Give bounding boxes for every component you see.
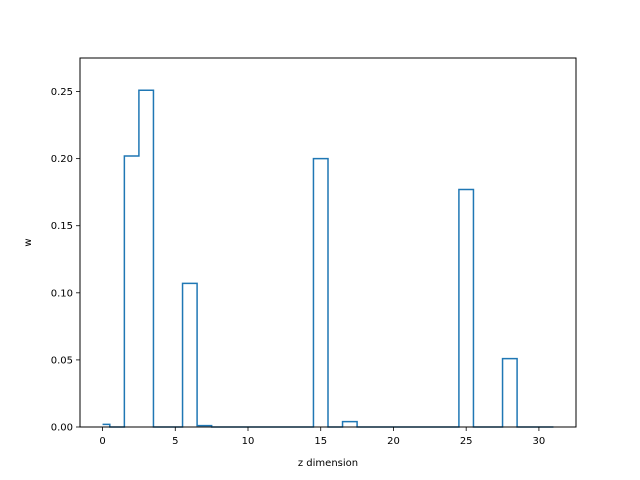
axes-frame: [79, 57, 577, 428]
y-tick-label: 0.05: [51, 355, 73, 366]
x-tick-label: 10: [242, 436, 255, 447]
x-tick-label: 5: [172, 436, 178, 447]
y-axis-label: w: [23, 238, 34, 246]
y-tick-label: 0.20: [51, 154, 73, 165]
y-tick-label: 0.25: [51, 87, 73, 98]
axis-ticks: 0 5 10 15 20 25 30 0.00 0.05 0.10 0.15 0.20 0.25: [51, 87, 546, 447]
x-tick-label: 15: [314, 436, 327, 447]
x-axis-label: z dimension: [298, 458, 358, 469]
x-tick-label: 0: [99, 436, 105, 447]
y-tick-label: 0.00: [51, 423, 73, 434]
x-tick-label: 25: [460, 436, 473, 447]
x-tick-label: 20: [387, 436, 400, 447]
x-tick-label: 30: [533, 436, 546, 447]
y-tick-label: 0.10: [51, 288, 73, 299]
y-tick-label: 0.15: [51, 221, 73, 232]
